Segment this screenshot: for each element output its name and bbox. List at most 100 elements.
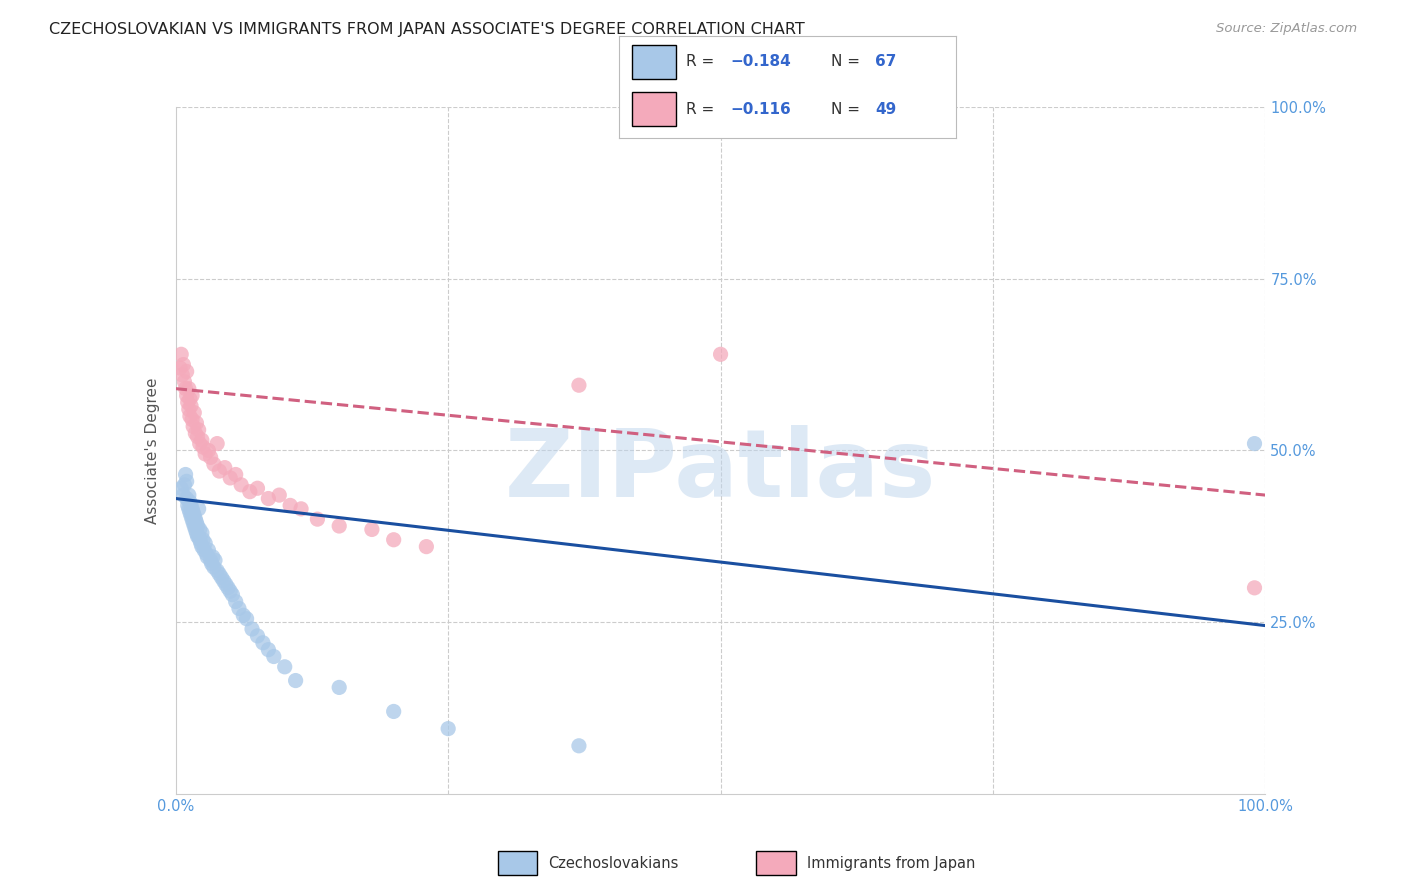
Point <box>239 484 262 499</box>
Point <box>176 491 198 506</box>
Point <box>197 543 219 558</box>
Point <box>257 491 280 506</box>
Point <box>219 584 242 599</box>
Point <box>240 622 263 636</box>
Text: Source: ZipAtlas.com: Source: ZipAtlas.com <box>1216 22 1357 36</box>
Point <box>180 508 202 523</box>
Point <box>208 567 231 582</box>
Point <box>174 467 197 482</box>
Point <box>235 612 257 626</box>
Point <box>180 499 202 513</box>
Point <box>228 601 250 615</box>
FancyBboxPatch shape <box>633 92 676 126</box>
Point <box>177 395 200 409</box>
Point <box>328 519 350 533</box>
Point <box>187 423 209 437</box>
Point <box>246 481 269 495</box>
Point <box>176 475 198 489</box>
FancyBboxPatch shape <box>633 45 676 78</box>
Point <box>174 382 197 396</box>
Point <box>307 512 329 526</box>
FancyBboxPatch shape <box>498 851 537 875</box>
Point <box>568 378 591 392</box>
Point <box>194 536 217 550</box>
Point <box>710 347 733 361</box>
Point <box>202 457 225 471</box>
Text: 49: 49 <box>875 102 897 117</box>
Point <box>221 588 243 602</box>
Point <box>208 464 231 478</box>
Point <box>177 488 200 502</box>
Point <box>193 543 215 558</box>
Point <box>290 501 312 516</box>
Point <box>217 581 239 595</box>
FancyBboxPatch shape <box>756 851 796 875</box>
Point <box>202 560 225 574</box>
Point <box>186 430 209 444</box>
Point <box>177 402 200 417</box>
Point <box>200 553 222 567</box>
Point <box>186 529 209 543</box>
Point <box>170 347 193 361</box>
Point <box>177 499 200 513</box>
Point <box>263 649 285 664</box>
Point <box>170 481 193 495</box>
Point <box>179 505 201 519</box>
Point <box>194 447 217 461</box>
Point <box>169 361 191 376</box>
Text: −0.116: −0.116 <box>730 102 790 117</box>
Point <box>191 433 214 447</box>
Text: N =: N = <box>831 54 865 70</box>
Point <box>186 519 209 533</box>
Point <box>184 426 207 441</box>
Point <box>328 681 350 695</box>
Point <box>172 358 194 372</box>
Point <box>177 382 200 396</box>
Point <box>186 416 208 430</box>
Point <box>212 574 235 588</box>
Point <box>200 450 222 465</box>
Point <box>231 478 253 492</box>
Point <box>172 488 194 502</box>
Point <box>181 412 204 426</box>
Point <box>382 705 405 719</box>
Point <box>191 533 214 547</box>
Point <box>179 409 201 423</box>
Point <box>195 546 218 561</box>
Text: R =: R = <box>686 102 720 117</box>
Point <box>183 406 205 420</box>
Point <box>382 533 405 547</box>
Point <box>225 594 247 608</box>
Point <box>181 512 204 526</box>
Point <box>188 523 211 537</box>
Point <box>187 501 209 516</box>
Point <box>219 471 242 485</box>
Point <box>415 540 437 554</box>
Point <box>180 399 202 413</box>
Text: Immigrants from Japan: Immigrants from Japan <box>807 855 976 871</box>
Point <box>181 516 204 530</box>
Point <box>201 557 224 571</box>
Point <box>187 529 209 543</box>
Point <box>257 642 280 657</box>
Point <box>179 392 201 406</box>
Point <box>188 436 211 450</box>
Point <box>284 673 307 688</box>
Text: 67: 67 <box>875 54 897 70</box>
Point <box>191 540 214 554</box>
Point <box>186 525 208 540</box>
Point <box>191 440 214 454</box>
Point <box>179 495 201 509</box>
Point <box>201 549 224 564</box>
Point <box>1243 581 1265 595</box>
Point <box>232 608 254 623</box>
Point <box>184 523 207 537</box>
Y-axis label: Associate's Degree: Associate's Degree <box>145 377 160 524</box>
Point <box>176 364 198 378</box>
Point <box>181 388 204 402</box>
Point <box>177 501 200 516</box>
Text: CZECHOSLOVAKIAN VS IMMIGRANTS FROM JAPAN ASSOCIATE'S DEGREE CORRELATION CHART: CZECHOSLOVAKIAN VS IMMIGRANTS FROM JAPAN… <box>49 22 806 37</box>
Point <box>181 419 204 434</box>
Point <box>437 722 460 736</box>
Point <box>173 478 195 492</box>
